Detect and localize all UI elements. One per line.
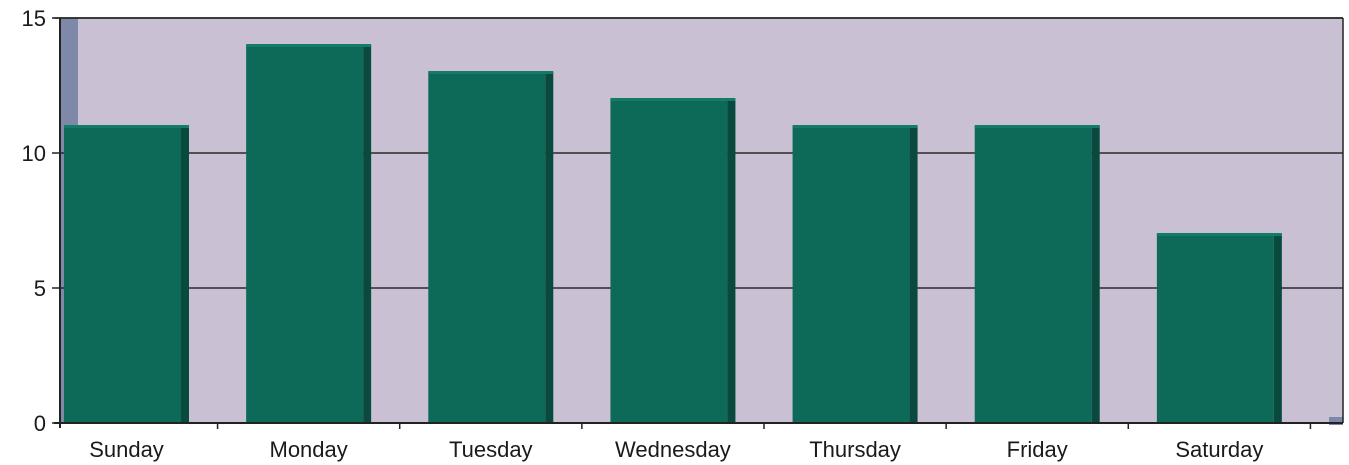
bar-top bbox=[1156, 233, 1282, 236]
bar-side bbox=[363, 45, 372, 423]
bar-top bbox=[792, 125, 918, 128]
bar bbox=[64, 125, 189, 423]
bar-top bbox=[974, 125, 1100, 128]
x-axis-ticks: Sunday Monday Tuesday Wednesday Thursday Frid… bbox=[89, 423, 1312, 462]
bars bbox=[64, 44, 1282, 423]
bar-front bbox=[428, 72, 546, 423]
bar-side bbox=[909, 126, 918, 423]
bar-side bbox=[1091, 126, 1100, 423]
y-tick-label: 15 bbox=[22, 6, 46, 31]
bar bbox=[974, 125, 1100, 423]
bar-side bbox=[181, 126, 189, 423]
x-tick-label: Monday bbox=[270, 437, 348, 462]
bar bbox=[1156, 233, 1282, 423]
bar-side bbox=[545, 72, 554, 423]
y-tick-label: 5 bbox=[34, 276, 46, 301]
bar-top bbox=[610, 98, 736, 101]
bar bbox=[792, 125, 918, 423]
bar bbox=[610, 98, 736, 423]
bar-front bbox=[792, 126, 910, 423]
x-tick-label: Thursday bbox=[809, 437, 901, 462]
bar bbox=[428, 71, 554, 423]
bar-front bbox=[1156, 234, 1274, 423]
bar-front bbox=[64, 126, 181, 423]
bar bbox=[246, 44, 372, 423]
y-tick-label: 0 bbox=[34, 411, 46, 436]
bar-side bbox=[1273, 234, 1282, 423]
bar-front bbox=[610, 99, 728, 423]
y-tick-label: 10 bbox=[22, 141, 46, 166]
bar-top bbox=[246, 44, 372, 47]
x-tick-label: Tuesday bbox=[449, 437, 533, 462]
x-tick-label: Saturday bbox=[1175, 437, 1263, 462]
x-tick-label: Friday bbox=[1007, 437, 1068, 462]
bar-top bbox=[64, 125, 189, 128]
bar-side bbox=[727, 99, 736, 423]
floor-corner bbox=[1329, 417, 1343, 425]
y-axis-ticks: 0 5 10 15 bbox=[22, 6, 60, 436]
x-tick-label: Sunday bbox=[89, 437, 164, 462]
x-tick-label: Wednesday bbox=[615, 437, 731, 462]
bar-front bbox=[246, 45, 364, 423]
bar-top bbox=[428, 71, 554, 74]
bar-front bbox=[974, 126, 1092, 423]
